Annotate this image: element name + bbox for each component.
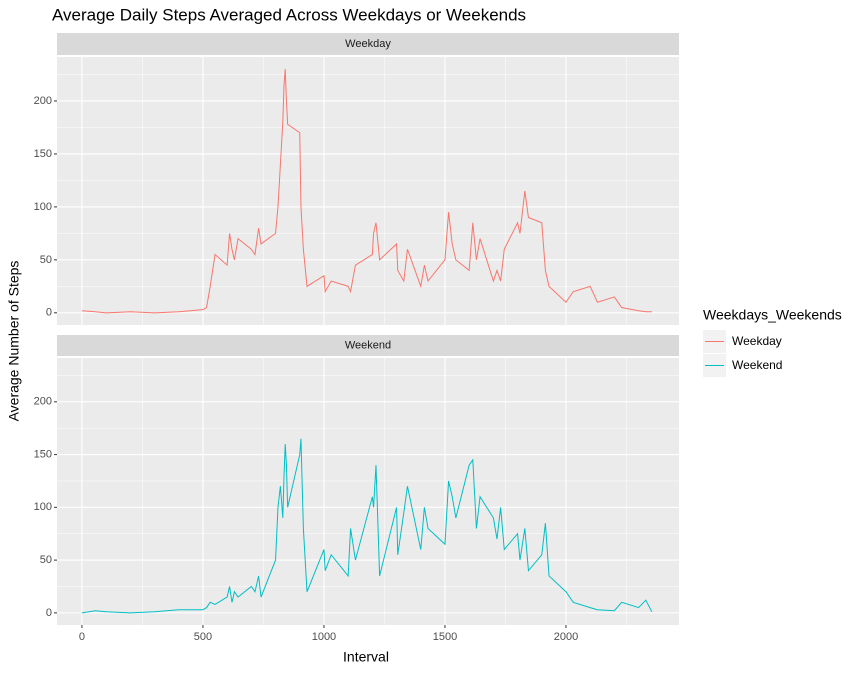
y-tick-label: 0 xyxy=(46,607,52,619)
y-tick-label: 150 xyxy=(34,148,52,160)
x-axis-label: Interval xyxy=(343,649,389,665)
strip xyxy=(57,335,679,356)
y-tick-label: 150 xyxy=(34,448,52,460)
y-tick-label: 200 xyxy=(34,396,52,408)
x-tick-label: 2000 xyxy=(554,631,578,643)
series-line xyxy=(81,69,652,314)
y-tick-label: 100 xyxy=(34,501,52,513)
legend-label: Weekday xyxy=(732,334,782,348)
strip-label: Weekday xyxy=(345,38,391,50)
x-tick-label: 0 xyxy=(79,631,85,643)
y-tick-label: 50 xyxy=(40,554,52,566)
strip-label: Weekend xyxy=(345,339,391,351)
legend-title: Weekdays_Weekends xyxy=(703,307,842,323)
x-tick-label: 500 xyxy=(194,631,212,643)
legend-label: Weekend xyxy=(732,358,782,372)
chart-title: Average Daily Steps Averaged Across Week… xyxy=(52,5,526,24)
panel xyxy=(57,57,679,325)
y-tick-label: 100 xyxy=(34,201,52,213)
panel xyxy=(57,358,679,625)
x-tick-label: 1000 xyxy=(312,631,336,643)
y-tick-label: 50 xyxy=(40,254,52,266)
y-tick-label: 0 xyxy=(46,307,52,319)
strip xyxy=(57,33,679,55)
series-line xyxy=(81,438,653,614)
x-tick-label: 1500 xyxy=(433,631,457,643)
y-tick-label: 200 xyxy=(34,95,52,107)
y-axis-label: Average Number of Steps xyxy=(6,261,22,422)
